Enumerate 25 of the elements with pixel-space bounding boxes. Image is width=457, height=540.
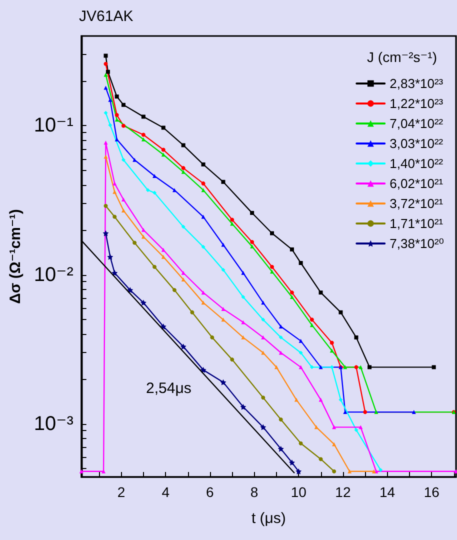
x-tick-label: 12	[335, 484, 351, 500]
legend-label: 1,40*10²²	[390, 156, 444, 171]
x-tick-label: 6	[206, 484, 214, 500]
y-axis-title: Δσ (Ω⁻¹cm⁻¹)	[7, 209, 24, 304]
x-tick-label: 10	[290, 484, 307, 500]
legend-title: J (cm⁻²s⁻¹)	[367, 49, 438, 65]
legend-label: 1,22*10²³	[390, 96, 444, 111]
legend-label: 2,83*10²³	[390, 76, 444, 91]
legend-label: 3,03*10²²	[390, 136, 444, 151]
y-tick-label: 10⁻³	[34, 412, 74, 435]
x-tick-label: 8	[250, 484, 258, 500]
x-tick-label: 16	[424, 484, 440, 500]
legend-label: 6,02*10²¹	[390, 176, 444, 191]
legend-label: 7,38*10²⁰	[390, 236, 444, 251]
x-axis-title: t (μs)	[251, 510, 286, 527]
x-tick-label: 14	[379, 484, 396, 500]
legend-label: 7,04*10²²	[390, 116, 444, 131]
annotation: 2,54μs	[146, 380, 192, 397]
x-tick-label: 4	[162, 484, 170, 500]
y-tick-label: 10⁻²	[34, 264, 74, 286]
y-tick-label: 10⁻¹	[34, 114, 74, 137]
x-tick-label: 2	[117, 484, 126, 500]
legend-label: 1,71*10²¹	[390, 216, 444, 231]
chart-title: JV61AK	[79, 8, 134, 25]
legend-label: 3,72*10²¹	[390, 196, 444, 211]
